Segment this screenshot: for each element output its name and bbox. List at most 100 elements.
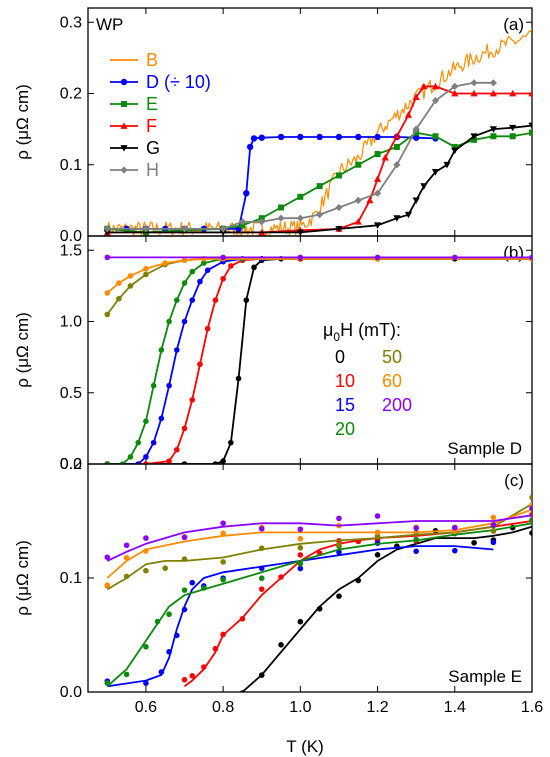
data-point (451, 547, 458, 554)
panel-label: (a) (503, 15, 524, 34)
series-G (103, 122, 532, 236)
data-point (239, 616, 246, 622)
data-point (181, 606, 188, 613)
series-60 (104, 502, 532, 588)
data-point (174, 297, 180, 303)
data-point (509, 133, 516, 140)
data-point (470, 89, 478, 97)
data-point (316, 211, 324, 219)
data-point (189, 673, 196, 679)
y-axis-label: ρ (μΩ cm) (13, 312, 32, 388)
legend-label: B (146, 50, 158, 70)
data-point (123, 555, 130, 561)
y-axis-label: ρ (μΩ cm) (13, 84, 32, 160)
data-point (116, 295, 122, 302)
x-tick-label: 1.6 (521, 699, 543, 716)
data-point (470, 133, 478, 140)
data-point (158, 347, 165, 353)
x-tick-label: 0.8 (212, 699, 234, 716)
data-point (251, 264, 257, 271)
data-point (355, 577, 362, 584)
data-point (374, 551, 381, 558)
data-point (158, 669, 165, 675)
data-point (258, 565, 265, 572)
data-point (489, 126, 497, 133)
data-point (181, 556, 188, 562)
data-point (104, 290, 111, 296)
series-line (107, 257, 532, 464)
series-line (106, 28, 532, 236)
data-point (529, 530, 532, 536)
data-point (104, 582, 111, 588)
data-point (166, 318, 172, 325)
y-tick-label: 0.2 (60, 456, 82, 473)
data-point (250, 135, 258, 142)
series-line (107, 85, 532, 234)
data-point (420, 82, 428, 90)
legend-item: H (110, 160, 159, 180)
data-point (180, 225, 189, 233)
data-point (297, 254, 304, 261)
data-point (174, 446, 180, 453)
data-point (316, 133, 323, 141)
data-point (316, 183, 323, 190)
plot-frame (87, 463, 533, 693)
series-10 (104, 255, 532, 464)
data-point (258, 545, 265, 552)
sample-label: Sample D (447, 439, 522, 458)
data-point (201, 260, 207, 266)
data-point (509, 124, 517, 132)
data-point (258, 218, 266, 226)
data-area (104, 494, 532, 692)
data-point (336, 593, 342, 599)
data-point (489, 79, 497, 87)
data-point (201, 585, 207, 591)
data-point (123, 671, 130, 678)
field-legend-item: 200 (382, 395, 412, 415)
x-axis-label: T (K) (286, 737, 323, 756)
data-point (412, 125, 420, 133)
data-point (162, 565, 169, 571)
legend-marker (121, 101, 127, 107)
data-point (258, 134, 265, 141)
panel-c: 0.0 0.1 0.2 0.6 0.8 1.0 1.2 1.4 1.6 ρ (μΩ cm) (c) S… (13, 456, 543, 716)
data-point (509, 89, 517, 97)
data-point (220, 530, 226, 537)
data-point (296, 229, 304, 236)
data-point (297, 544, 304, 551)
data-point (166, 458, 172, 464)
data-point (181, 534, 188, 541)
y-tick-label: 0.0 (60, 456, 82, 473)
series-200 (104, 505, 532, 562)
data-point (355, 133, 362, 141)
data-point (166, 611, 172, 618)
data-point (490, 133, 497, 140)
data-point (204, 267, 211, 274)
data-point (116, 280, 122, 286)
data-point (335, 203, 343, 212)
data-point (235, 375, 242, 382)
field-legend-item: 50 (382, 347, 402, 367)
data-point (374, 529, 381, 536)
data-point (277, 133, 285, 141)
legend-item: B (110, 50, 158, 70)
data-point (489, 89, 497, 97)
data-point (142, 225, 150, 233)
data-point (258, 586, 265, 592)
series-line (107, 257, 532, 464)
data-point (127, 273, 134, 279)
data-point (162, 260, 169, 266)
series-line (107, 257, 532, 464)
data-point (490, 539, 497, 546)
data-point (143, 567, 149, 574)
series-B (106, 28, 532, 236)
data-point (220, 275, 226, 282)
data-point (297, 526, 304, 533)
series-line (106, 257, 532, 315)
data-point (212, 461, 219, 464)
y-axis-label: ρ (μΩ cm) (13, 540, 32, 616)
data-point (123, 542, 130, 549)
data-point (243, 190, 250, 197)
data-point (297, 618, 304, 625)
data-point (278, 642, 284, 648)
